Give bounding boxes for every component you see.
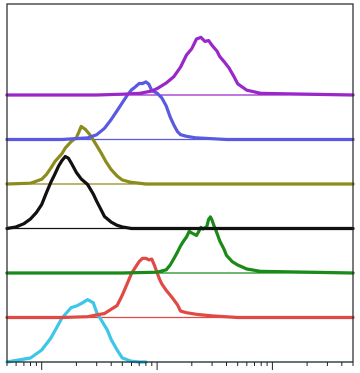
histogram-curve-2 [5,215,355,275]
plot-frame [6,3,354,363]
histogram-curve-6 [5,35,355,97]
series-curves [5,35,355,364]
x-axis-ticks [6,362,354,370]
histogram-curve-1 [5,256,355,320]
histogram-curve-4 [5,124,355,186]
histogram-curve-5 [5,80,355,142]
histogram-curve-3 [5,154,355,231]
histogram-curve-0 [5,298,148,364]
